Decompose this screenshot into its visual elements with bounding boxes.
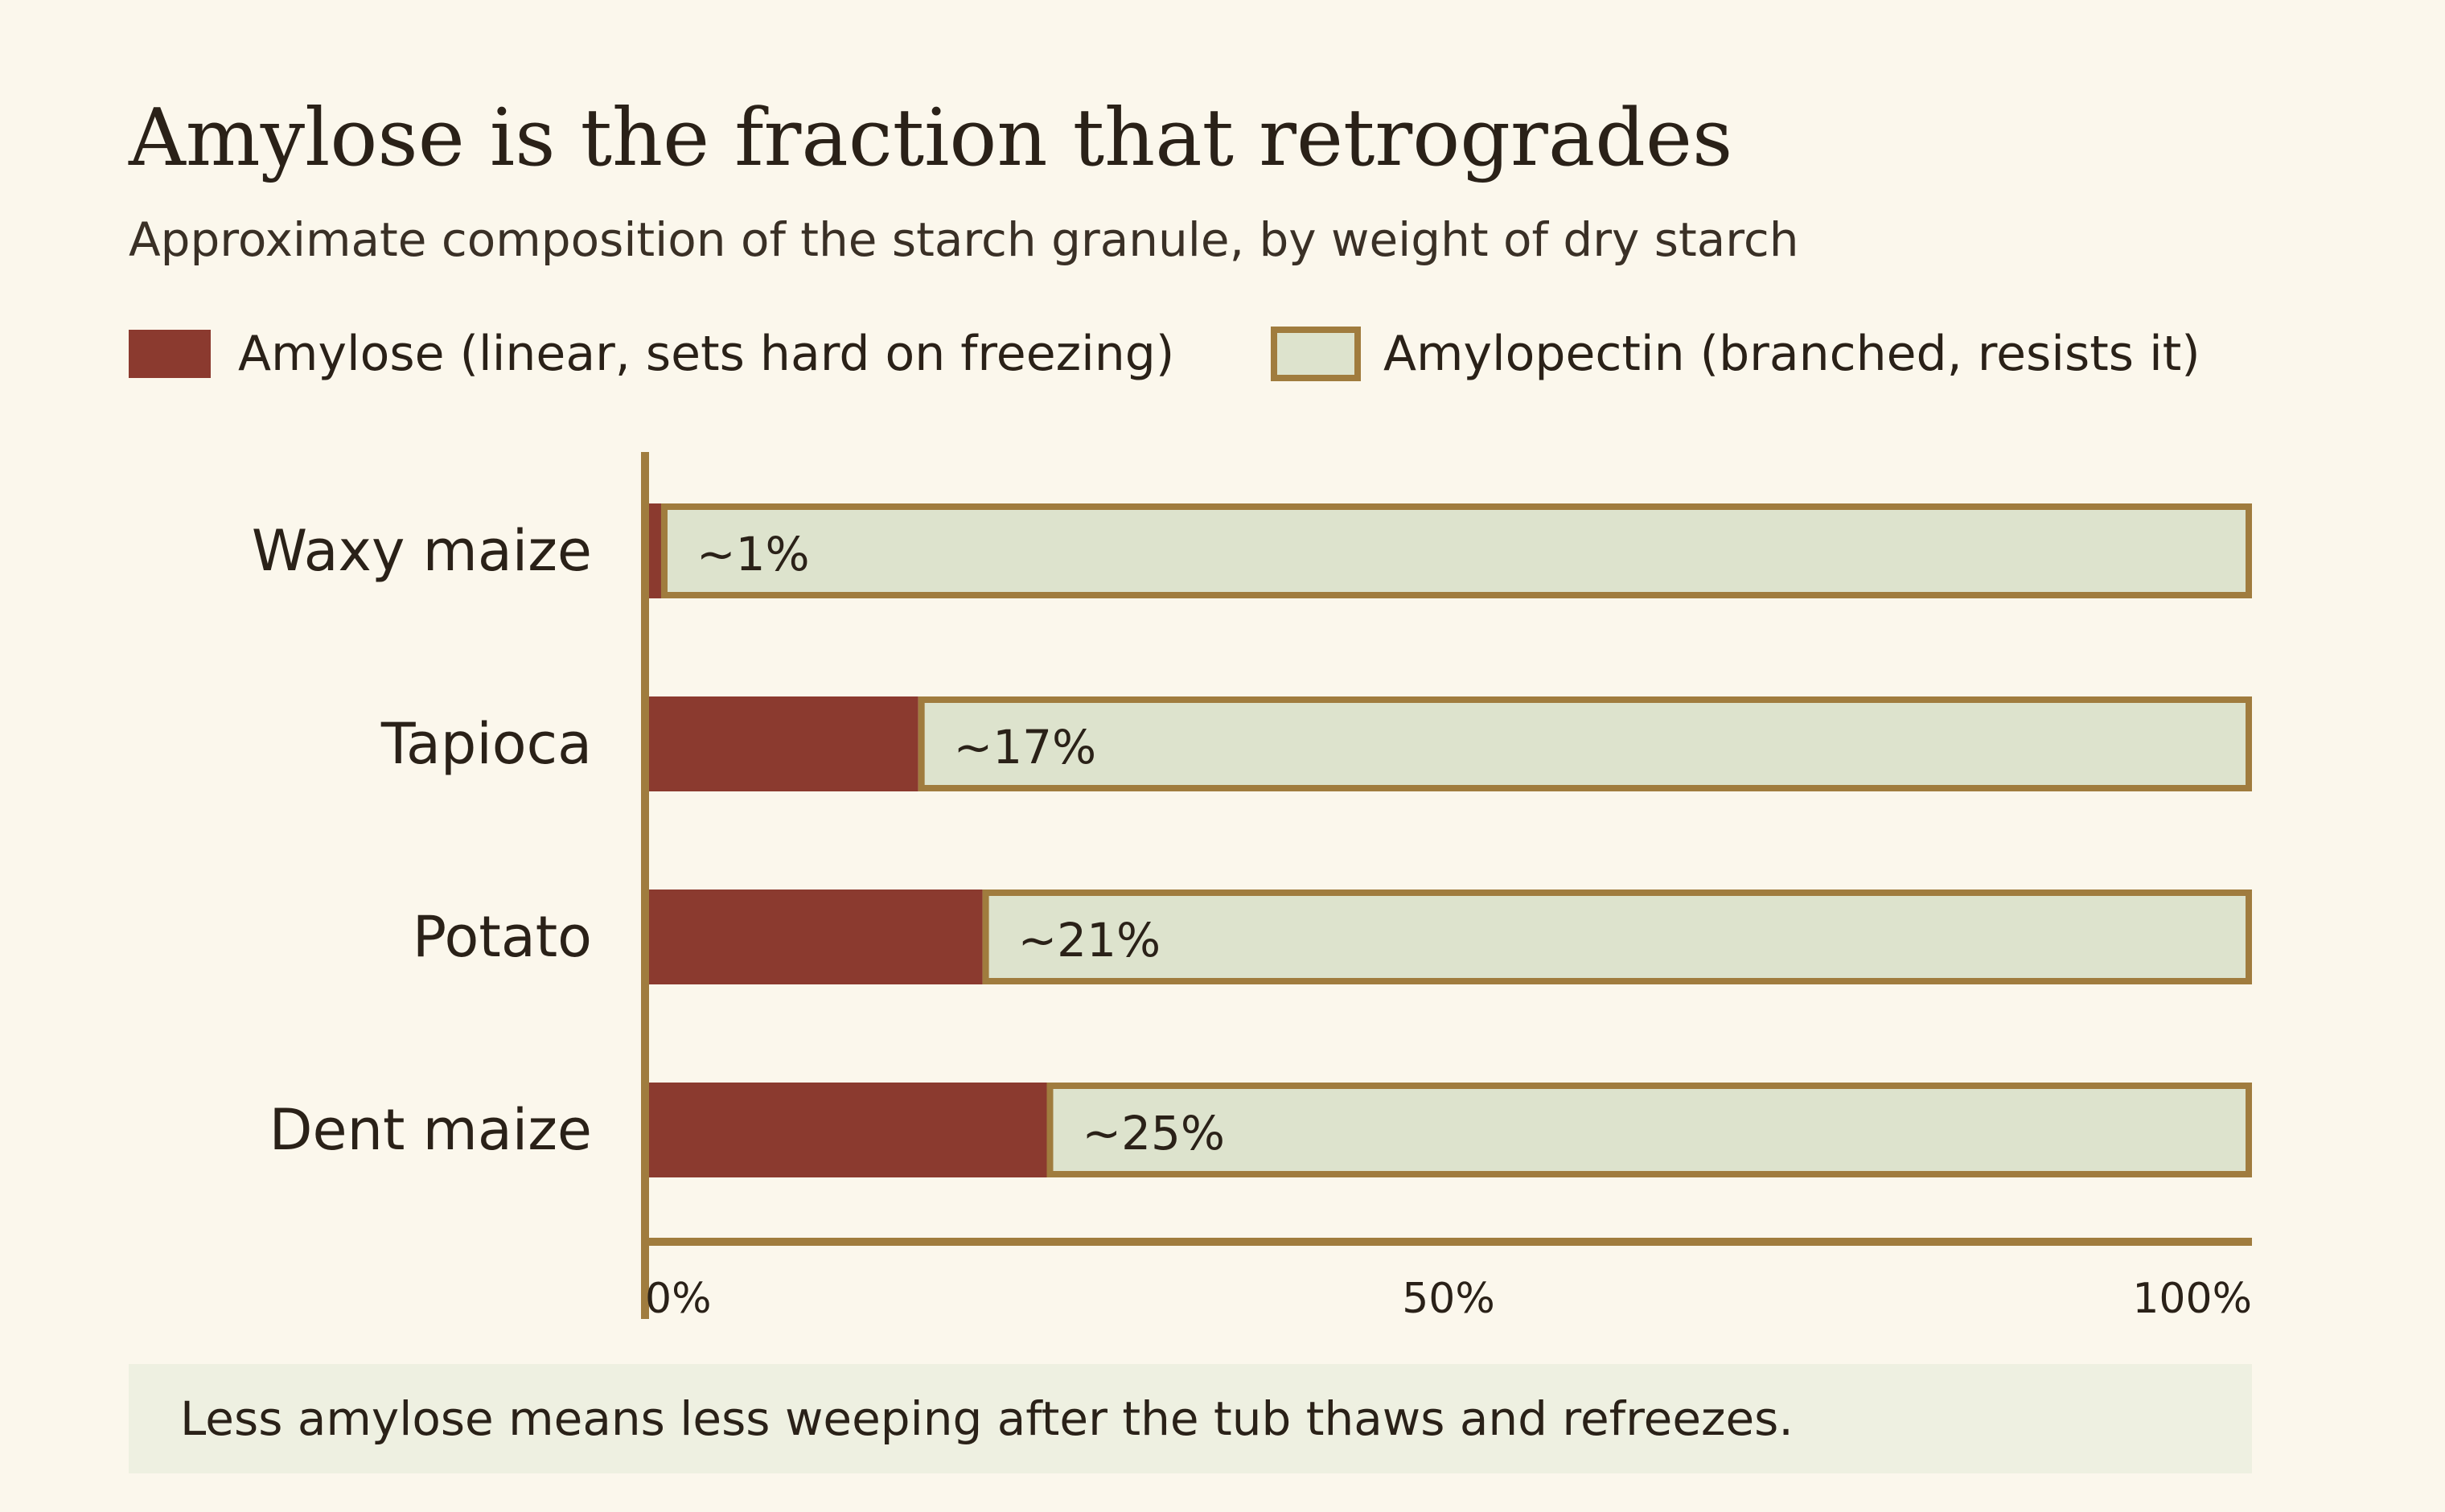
x-tick-label-0: 0% <box>645 1275 712 1323</box>
legend-label-amylopectin: Amylopectin (branched, resists it) <box>1383 326 2200 382</box>
bar-amylopectin-potato <box>982 890 2252 984</box>
bar-amylopectin-waxy-maize <box>660 503 2252 598</box>
category-label-dent-maize: Dent maize <box>269 1097 592 1163</box>
footnote-text: Less amylose means less weeping after th… <box>180 1391 1794 1446</box>
footnote-background <box>129 1364 2252 1473</box>
bar-amylose-tapioca <box>645 696 918 791</box>
bar-amylopectin-tapioca <box>918 696 2252 791</box>
chart-title: Amylose is the fraction that retrogrades <box>128 92 1732 184</box>
plot-area: Waxy maize ~1% Tapioca ~17% Potato ~21% Dent m… <box>252 452 2252 1323</box>
data-label-waxy-maize: ~1% <box>697 527 810 581</box>
legend-swatch-amylopectin <box>1271 327 1361 381</box>
footnote-box: Less amylose means less weeping after th… <box>129 1364 2252 1473</box>
category-label-waxy-maize: Waxy maize <box>252 518 592 584</box>
bar-amylose-potato <box>645 890 983 984</box>
x-tick-label-50: 50% <box>1402 1275 1495 1323</box>
category-label-tapioca: Tapioca <box>380 711 592 777</box>
chart-subtitle: Approximate composition of the starch gr… <box>129 212 1799 267</box>
data-label-potato: ~21% <box>1018 913 1161 968</box>
bar-amylose-dent-maize <box>645 1083 1047 1177</box>
x-tick-label-100: 100% <box>2132 1275 2252 1323</box>
bar-amylopectin-dent-maize <box>1046 1083 2252 1177</box>
data-label-tapioca: ~17% <box>954 720 1097 774</box>
legend-swatch-amylose <box>129 330 211 378</box>
category-label-potato: Potato <box>413 904 592 970</box>
data-label-dent-maize: ~25% <box>1083 1106 1226 1161</box>
legend-label-amylose: Amylose (linear, sets hard on freezing) <box>238 326 1174 382</box>
legend: Amylose (linear, sets hard on freezing) … <box>129 326 2200 382</box>
